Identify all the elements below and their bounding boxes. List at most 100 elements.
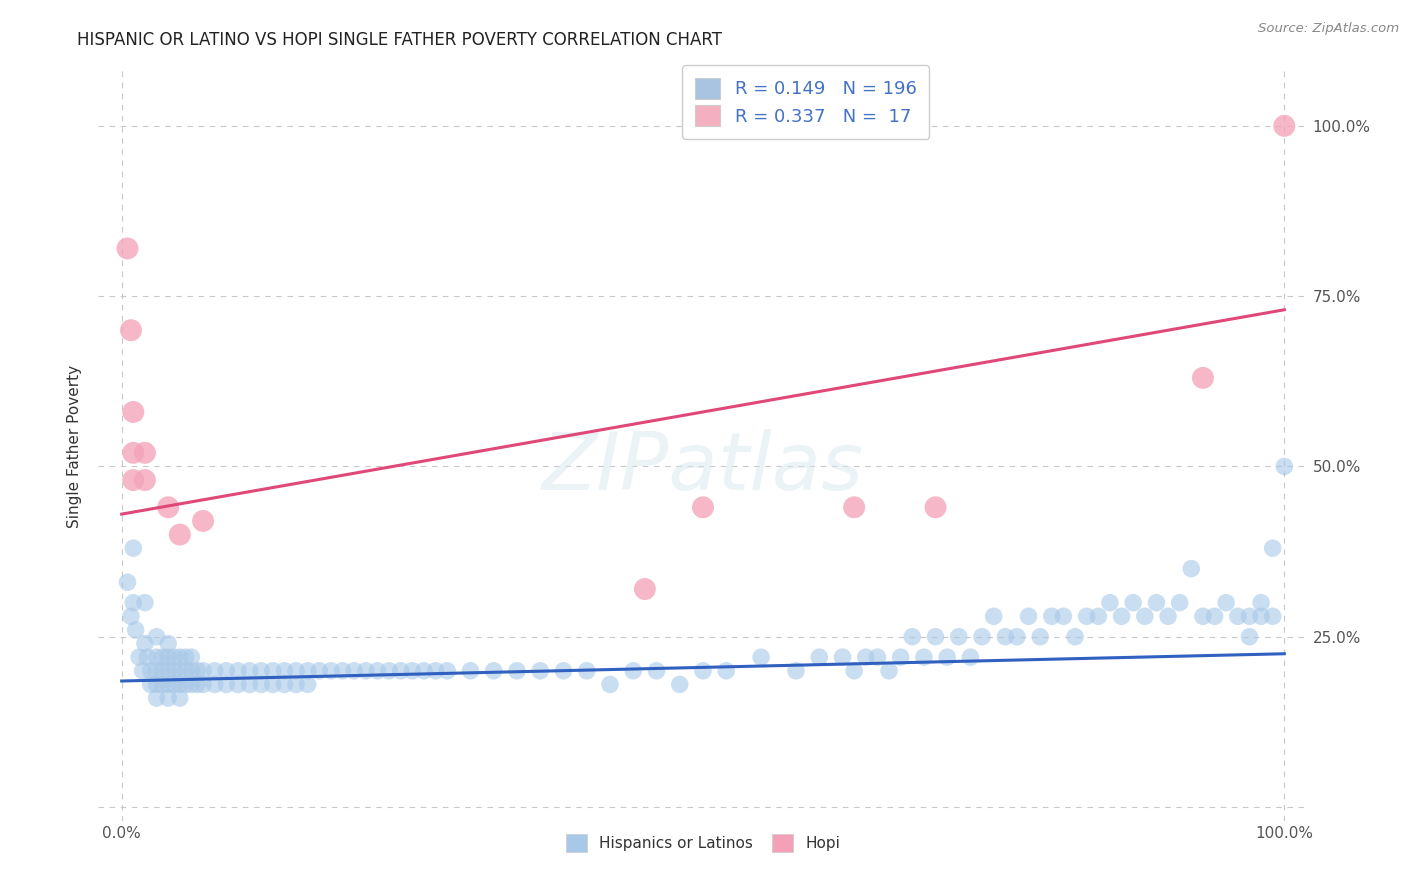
Point bbox=[262, 677, 284, 691]
Point bbox=[239, 664, 262, 678]
Point bbox=[1226, 609, 1249, 624]
Point bbox=[1157, 609, 1180, 624]
Point bbox=[122, 473, 145, 487]
Point bbox=[332, 664, 354, 678]
Point bbox=[145, 677, 167, 691]
Point bbox=[131, 664, 153, 678]
Point bbox=[901, 630, 924, 644]
Point bbox=[186, 664, 208, 678]
Point bbox=[273, 664, 295, 678]
Point bbox=[983, 609, 1005, 624]
Point bbox=[855, 650, 877, 665]
Point bbox=[122, 596, 145, 610]
Text: ZIPatlas: ZIPatlas bbox=[541, 429, 865, 508]
Point bbox=[1133, 609, 1156, 624]
Point bbox=[134, 473, 156, 487]
Point bbox=[959, 650, 981, 665]
Point bbox=[413, 664, 436, 678]
Point bbox=[844, 664, 866, 678]
Point bbox=[436, 664, 458, 678]
Point bbox=[169, 664, 191, 678]
Point bbox=[599, 677, 621, 691]
Point bbox=[366, 664, 388, 678]
Point bbox=[297, 677, 319, 691]
Point bbox=[1272, 119, 1295, 133]
Point bbox=[1087, 609, 1109, 624]
Point bbox=[1029, 630, 1052, 644]
Point bbox=[285, 664, 308, 678]
Point bbox=[1168, 596, 1191, 610]
Point bbox=[163, 650, 186, 665]
Point bbox=[169, 691, 191, 706]
Point bbox=[191, 664, 214, 678]
Point bbox=[239, 677, 262, 691]
Point bbox=[174, 664, 197, 678]
Point bbox=[1180, 561, 1202, 575]
Point bbox=[1261, 541, 1284, 556]
Point bbox=[343, 664, 366, 678]
Point bbox=[389, 664, 412, 678]
Point bbox=[1192, 371, 1215, 385]
Point bbox=[145, 664, 167, 678]
Point bbox=[692, 500, 714, 515]
Point bbox=[150, 677, 173, 691]
Point bbox=[157, 636, 180, 650]
Point bbox=[1111, 609, 1133, 624]
Point bbox=[1239, 609, 1261, 624]
Point bbox=[1239, 630, 1261, 644]
Point bbox=[831, 650, 853, 665]
Point bbox=[460, 664, 482, 678]
Point bbox=[262, 664, 284, 678]
Point bbox=[226, 677, 249, 691]
Point bbox=[180, 650, 202, 665]
Point bbox=[482, 664, 505, 678]
Point bbox=[716, 664, 738, 678]
Point bbox=[634, 582, 657, 596]
Point bbox=[134, 446, 156, 460]
Point bbox=[1018, 609, 1040, 624]
Point bbox=[204, 677, 226, 691]
Point bbox=[145, 630, 167, 644]
Point bbox=[122, 405, 145, 419]
Point bbox=[122, 446, 145, 460]
Point bbox=[163, 677, 186, 691]
Point bbox=[948, 630, 970, 644]
Point bbox=[215, 677, 238, 691]
Point bbox=[157, 650, 180, 665]
Point bbox=[122, 541, 145, 556]
Point bbox=[668, 677, 690, 691]
Point bbox=[749, 650, 772, 665]
Point bbox=[128, 650, 150, 665]
Point bbox=[145, 650, 167, 665]
Point bbox=[1261, 609, 1284, 624]
Point bbox=[553, 664, 575, 678]
Point bbox=[120, 323, 142, 337]
Point bbox=[157, 500, 180, 515]
Point bbox=[877, 664, 900, 678]
Point bbox=[425, 664, 447, 678]
Text: HISPANIC OR LATINO VS HOPI SINGLE FATHER POVERTY CORRELATION CHART: HISPANIC OR LATINO VS HOPI SINGLE FATHER… bbox=[77, 31, 723, 49]
Point bbox=[186, 677, 208, 691]
Point bbox=[134, 596, 156, 610]
Point bbox=[645, 664, 668, 678]
Point bbox=[1204, 609, 1226, 624]
Point bbox=[169, 677, 191, 691]
Point bbox=[319, 664, 342, 678]
Point bbox=[250, 664, 273, 678]
Point bbox=[180, 677, 202, 691]
Point bbox=[1076, 609, 1098, 624]
Point bbox=[401, 664, 423, 678]
Point bbox=[273, 677, 295, 691]
Point bbox=[1144, 596, 1167, 610]
Point bbox=[139, 664, 162, 678]
Point bbox=[117, 575, 139, 590]
Point bbox=[692, 664, 714, 678]
Point bbox=[204, 664, 226, 678]
Point bbox=[912, 650, 935, 665]
Point bbox=[354, 664, 377, 678]
Point bbox=[297, 664, 319, 678]
Point bbox=[136, 650, 159, 665]
Point bbox=[1052, 609, 1074, 624]
Point bbox=[120, 609, 142, 624]
Point bbox=[808, 650, 831, 665]
